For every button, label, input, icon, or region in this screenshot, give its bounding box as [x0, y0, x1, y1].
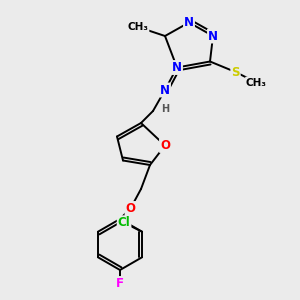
Text: F: F — [116, 277, 124, 290]
Text: CH₃: CH₃ — [128, 22, 148, 32]
Text: N: N — [160, 83, 170, 97]
Text: N: N — [208, 29, 218, 43]
Text: N: N — [184, 16, 194, 29]
Text: CH₃: CH₃ — [246, 77, 267, 88]
Text: O: O — [125, 202, 136, 215]
Text: O: O — [160, 139, 170, 152]
Text: H: H — [161, 104, 170, 115]
Text: S: S — [231, 65, 240, 79]
Text: Cl: Cl — [118, 216, 130, 229]
Text: N: N — [172, 61, 182, 74]
